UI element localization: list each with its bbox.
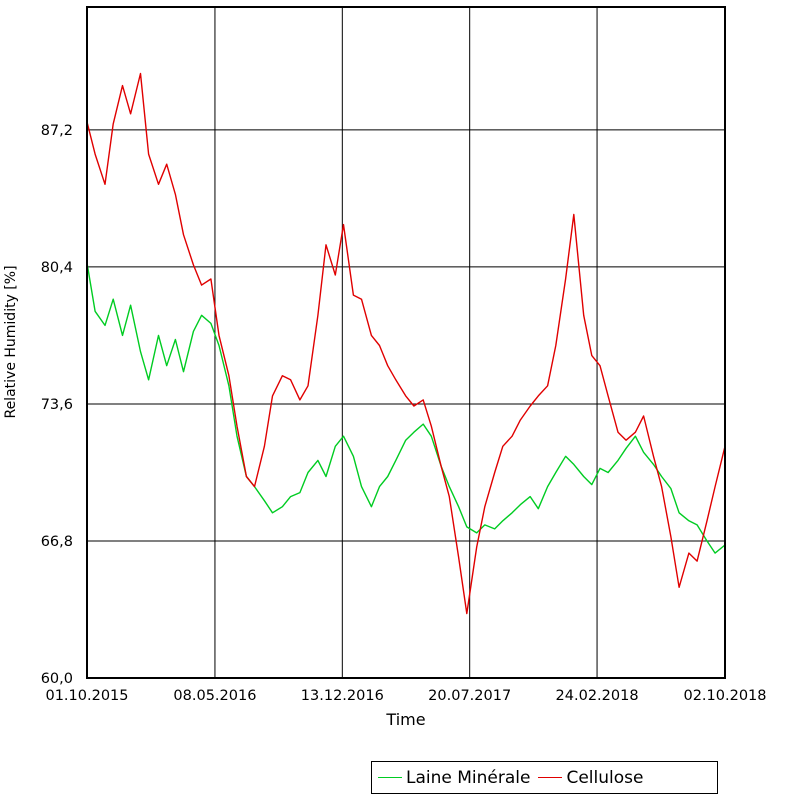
x-tick-label: 01.10.2015 [45,688,128,704]
x-axis-label: Time [385,710,425,729]
y-tick-labels: 60,0 66,8 73,6 80,4 87,2 [41,123,73,687]
legend-label-laine-minerale: Laine Minérale [406,767,531,788]
x-tick-labels: 01.10.2015 08.05.2016 13.12.2016 20.07.2017… [45,688,766,704]
y-tick-label: 60,0 [41,671,73,687]
x-tick-label: 13.12.2016 [301,688,384,704]
y-tick-label: 66,8 [41,534,73,550]
series-line-cellulose [86,72,726,615]
legend-swatch-cellulose [538,777,563,778]
legend-swatch-laine-minerale [378,777,402,778]
y-tick-label: 80,4 [41,260,73,276]
legend-item-laine-minerale: Laine Minérale [378,768,530,788]
legend: Laine Minérale Cellulose [371,761,718,794]
x-tick-label: 20.07.2017 [428,688,511,704]
legend-label-cellulose: Cellulose [566,767,644,788]
x-tick-label: 08.05.2016 [173,688,256,704]
series-lines [86,72,726,615]
y-tick-label: 87,2 [41,123,73,139]
plot-frame [86,6,726,679]
y-axis-label: Relative Humidity [%] [3,265,19,418]
x-tick-label: 24.02.2018 [556,688,639,704]
legend-item-cellulose: Cellulose [538,768,643,788]
y-tick-label: 73,6 [41,397,73,413]
series-line-laine-minerale [86,262,726,554]
grid-lines [87,7,725,678]
x-tick-label: 02.10.2018 [683,688,766,704]
